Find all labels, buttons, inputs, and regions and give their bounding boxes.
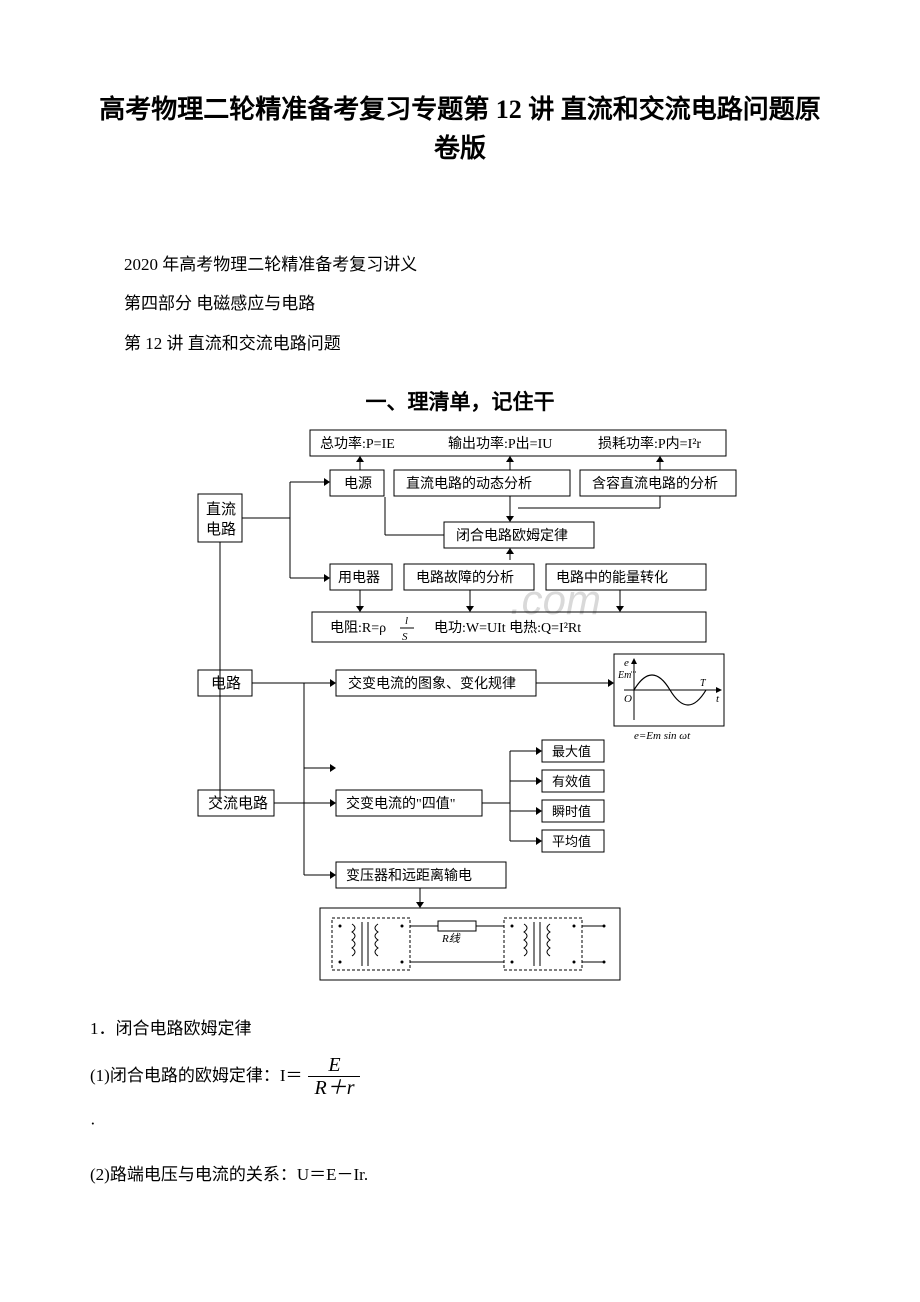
sine-caption: e=Em sin ωt <box>634 730 691 742</box>
row1-c: 损耗功率:P内=I²r <box>598 435 701 452</box>
body-line-3: 第 12 讲 直流和交流电路问题 <box>90 325 830 362</box>
row6: 交变电流的图象、变化规律 <box>348 675 516 692</box>
formula-1-den: R＋r <box>308 1076 360 1099</box>
dot-line: · <box>90 1105 830 1142</box>
concept-diagram: .com 总功率:P=IE 输出功率:P出=IU 损耗功率:P内=I²r 电源 … <box>180 422 740 992</box>
svg-text:O: O <box>624 693 632 705</box>
value-eff: 有效值 <box>552 774 591 789</box>
svg-text:电功:W=UIt 电热:Q=I²Rt: 电功:W=UIt 电热:Q=I²Rt <box>434 620 581 636</box>
ac-label: 交流电路 <box>208 794 268 812</box>
row1-b: 输出功率:P出=IU <box>448 435 552 452</box>
row4-b: 电路故障的分析 <box>416 570 514 586</box>
row2-a: 电源 <box>344 476 372 492</box>
formula-1-num: E <box>322 1054 346 1076</box>
svg-text:t: t <box>716 693 720 705</box>
row3: 闭合电路欧姆定律 <box>456 528 568 544</box>
row2-c: 含容直流电路的分析 <box>592 475 718 492</box>
section-1-title: 一、理清单，记住干 <box>90 386 830 416</box>
value-avg: 平均值 <box>552 834 591 849</box>
dc-label-1: 直流 <box>206 501 236 518</box>
value-max: 最大值 <box>552 744 591 759</box>
body-line-2: 第四部分 电磁感应与电路 <box>90 285 830 322</box>
diagram-svg: .com 总功率:P=IE 输出功率:P出=IU 损耗功率:P内=I²r 电源 … <box>180 422 740 992</box>
formula-1-fraction: E R＋r <box>308 1054 360 1099</box>
value-inst: 瞬时值 <box>552 804 591 819</box>
formula-1-prefix: (1)闭合电路的欧姆定律：I＝ <box>90 1062 302 1089</box>
body-line-1: 2020 年高考物理二轮精准备考复习讲义 <box>90 246 830 283</box>
transformer-r-label: R线 <box>441 932 461 945</box>
row1-a: 总功率:P=IE <box>320 435 395 452</box>
row8: 变压器和远距离输电 <box>346 867 472 884</box>
circuit-label: 电路 <box>211 675 241 692</box>
main-title: 高考物理二轮精准备考复习专题第 12 讲 直流和交流电路问题原卷版 <box>90 90 830 168</box>
svg-text:Em: Em <box>617 670 631 681</box>
row7: 交变电流的"四值" <box>346 795 455 812</box>
svg-text:e: e <box>624 657 629 669</box>
svg-text:T: T <box>700 678 707 689</box>
formula-1: (1)闭合电路的欧姆定律：I＝ E R＋r <box>90 1054 830 1099</box>
formula-2: (2)路端电压与电流的关系：U＝E－Ir. <box>90 1156 830 1193</box>
svg-text:l: l <box>405 615 408 627</box>
row4-a: 用电器 <box>338 570 380 586</box>
svg-text:S: S <box>402 631 408 643</box>
dc-label-2: 电路 <box>206 521 236 538</box>
row4-c: 电路中的能量转化 <box>556 570 668 586</box>
row5: 电阻:R=ρ <box>330 620 386 636</box>
spacer <box>90 228 830 246</box>
row2-b: 直流电路的动态分析 <box>406 475 532 492</box>
point-1-title: 1．闭合电路欧姆定律 <box>90 1010 830 1047</box>
